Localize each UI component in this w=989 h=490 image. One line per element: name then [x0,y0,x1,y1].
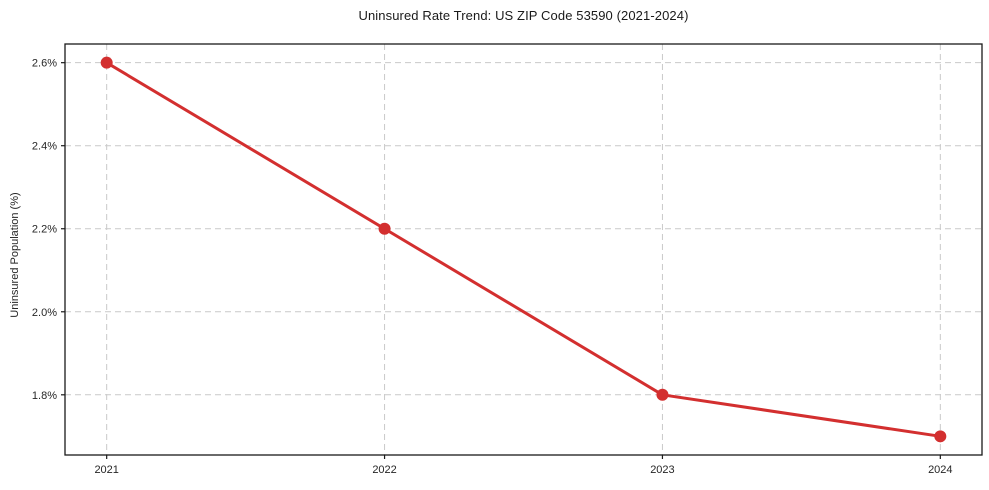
data-point-2023 [656,388,669,401]
data-point-2024 [934,430,947,443]
x-tick-label: 2021 [94,464,118,476]
y-tick-label: 2.2% [32,224,57,236]
y-tick-label: 1.8% [32,390,57,402]
trend-line [105,61,942,438]
x-tick-label: 2023 [650,464,674,476]
x-tick-label: 2024 [928,464,952,476]
data-point-2021 [100,56,113,69]
x-tick-label: 2022 [372,464,396,476]
data-point-2022 [378,222,391,235]
y-tick-label: 2.4% [32,141,57,153]
chart-title: Uninsured Rate Trend: US ZIP Code 53590 … [358,8,689,23]
plot-border [64,43,983,456]
y-tick-label: 2.0% [32,307,57,319]
y-tick-label: 2.6% [32,58,57,70]
y-axis-label: Uninsured Population (%) [9,192,21,318]
